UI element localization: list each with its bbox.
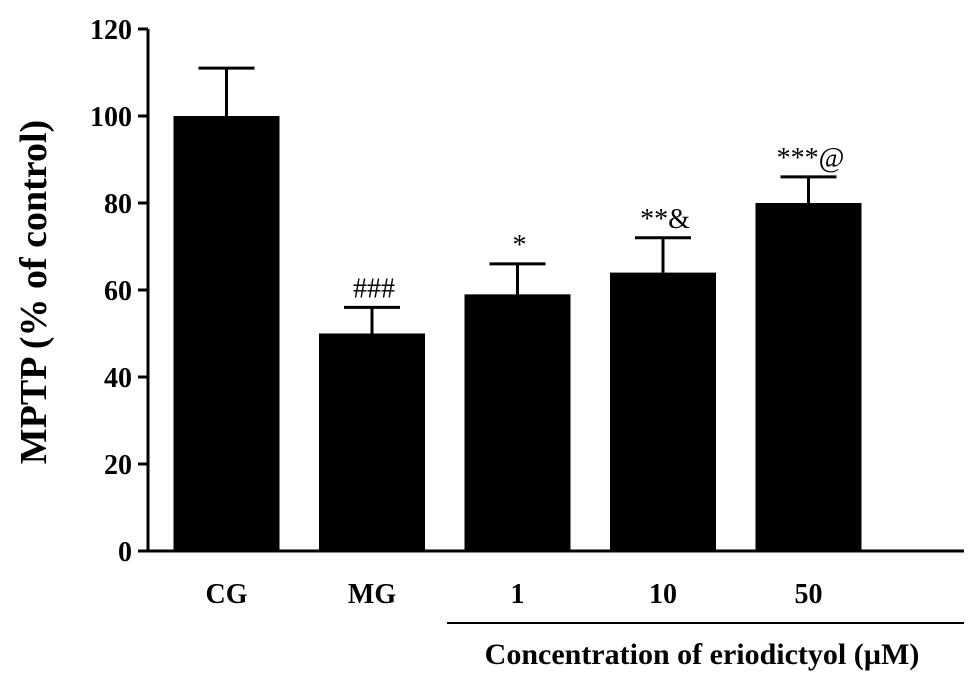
y-tick-label: 120 (90, 15, 132, 46)
significance-label: * (513, 230, 527, 261)
bar (610, 272, 716, 551)
y-tick-label: 40 (104, 363, 132, 394)
significance-label: ***@ (777, 143, 845, 174)
y-tick-label: 60 (104, 276, 132, 307)
y-tick-label: 0 (118, 537, 132, 568)
bar (319, 333, 425, 551)
x-tick-label: 1 (511, 579, 525, 610)
x-tick-label: MG (348, 579, 396, 610)
y-tick-label: 80 (104, 189, 132, 220)
labels: CG MG ### 1 * 10 **& 50 ***@ (206, 143, 845, 610)
bar (464, 294, 571, 551)
axes: 0 20 40 60 80 100 120 (90, 15, 964, 624)
bars (173, 66, 862, 551)
x-tick-label: CG (206, 579, 248, 610)
significance-label: **& (640, 204, 690, 235)
bar (755, 203, 862, 551)
x-tick-label: 50 (795, 579, 823, 610)
bar (173, 116, 280, 551)
x-tick-label: 10 (649, 579, 677, 610)
group-axis-label: Concentration of eriodictyol (µM) (485, 638, 920, 671)
y-axis-title: MPTP (% of control) (13, 120, 55, 464)
y-tick-label: 100 (90, 102, 132, 133)
significance-label: ### (353, 273, 395, 304)
y-tick-label: 20 (104, 450, 132, 481)
